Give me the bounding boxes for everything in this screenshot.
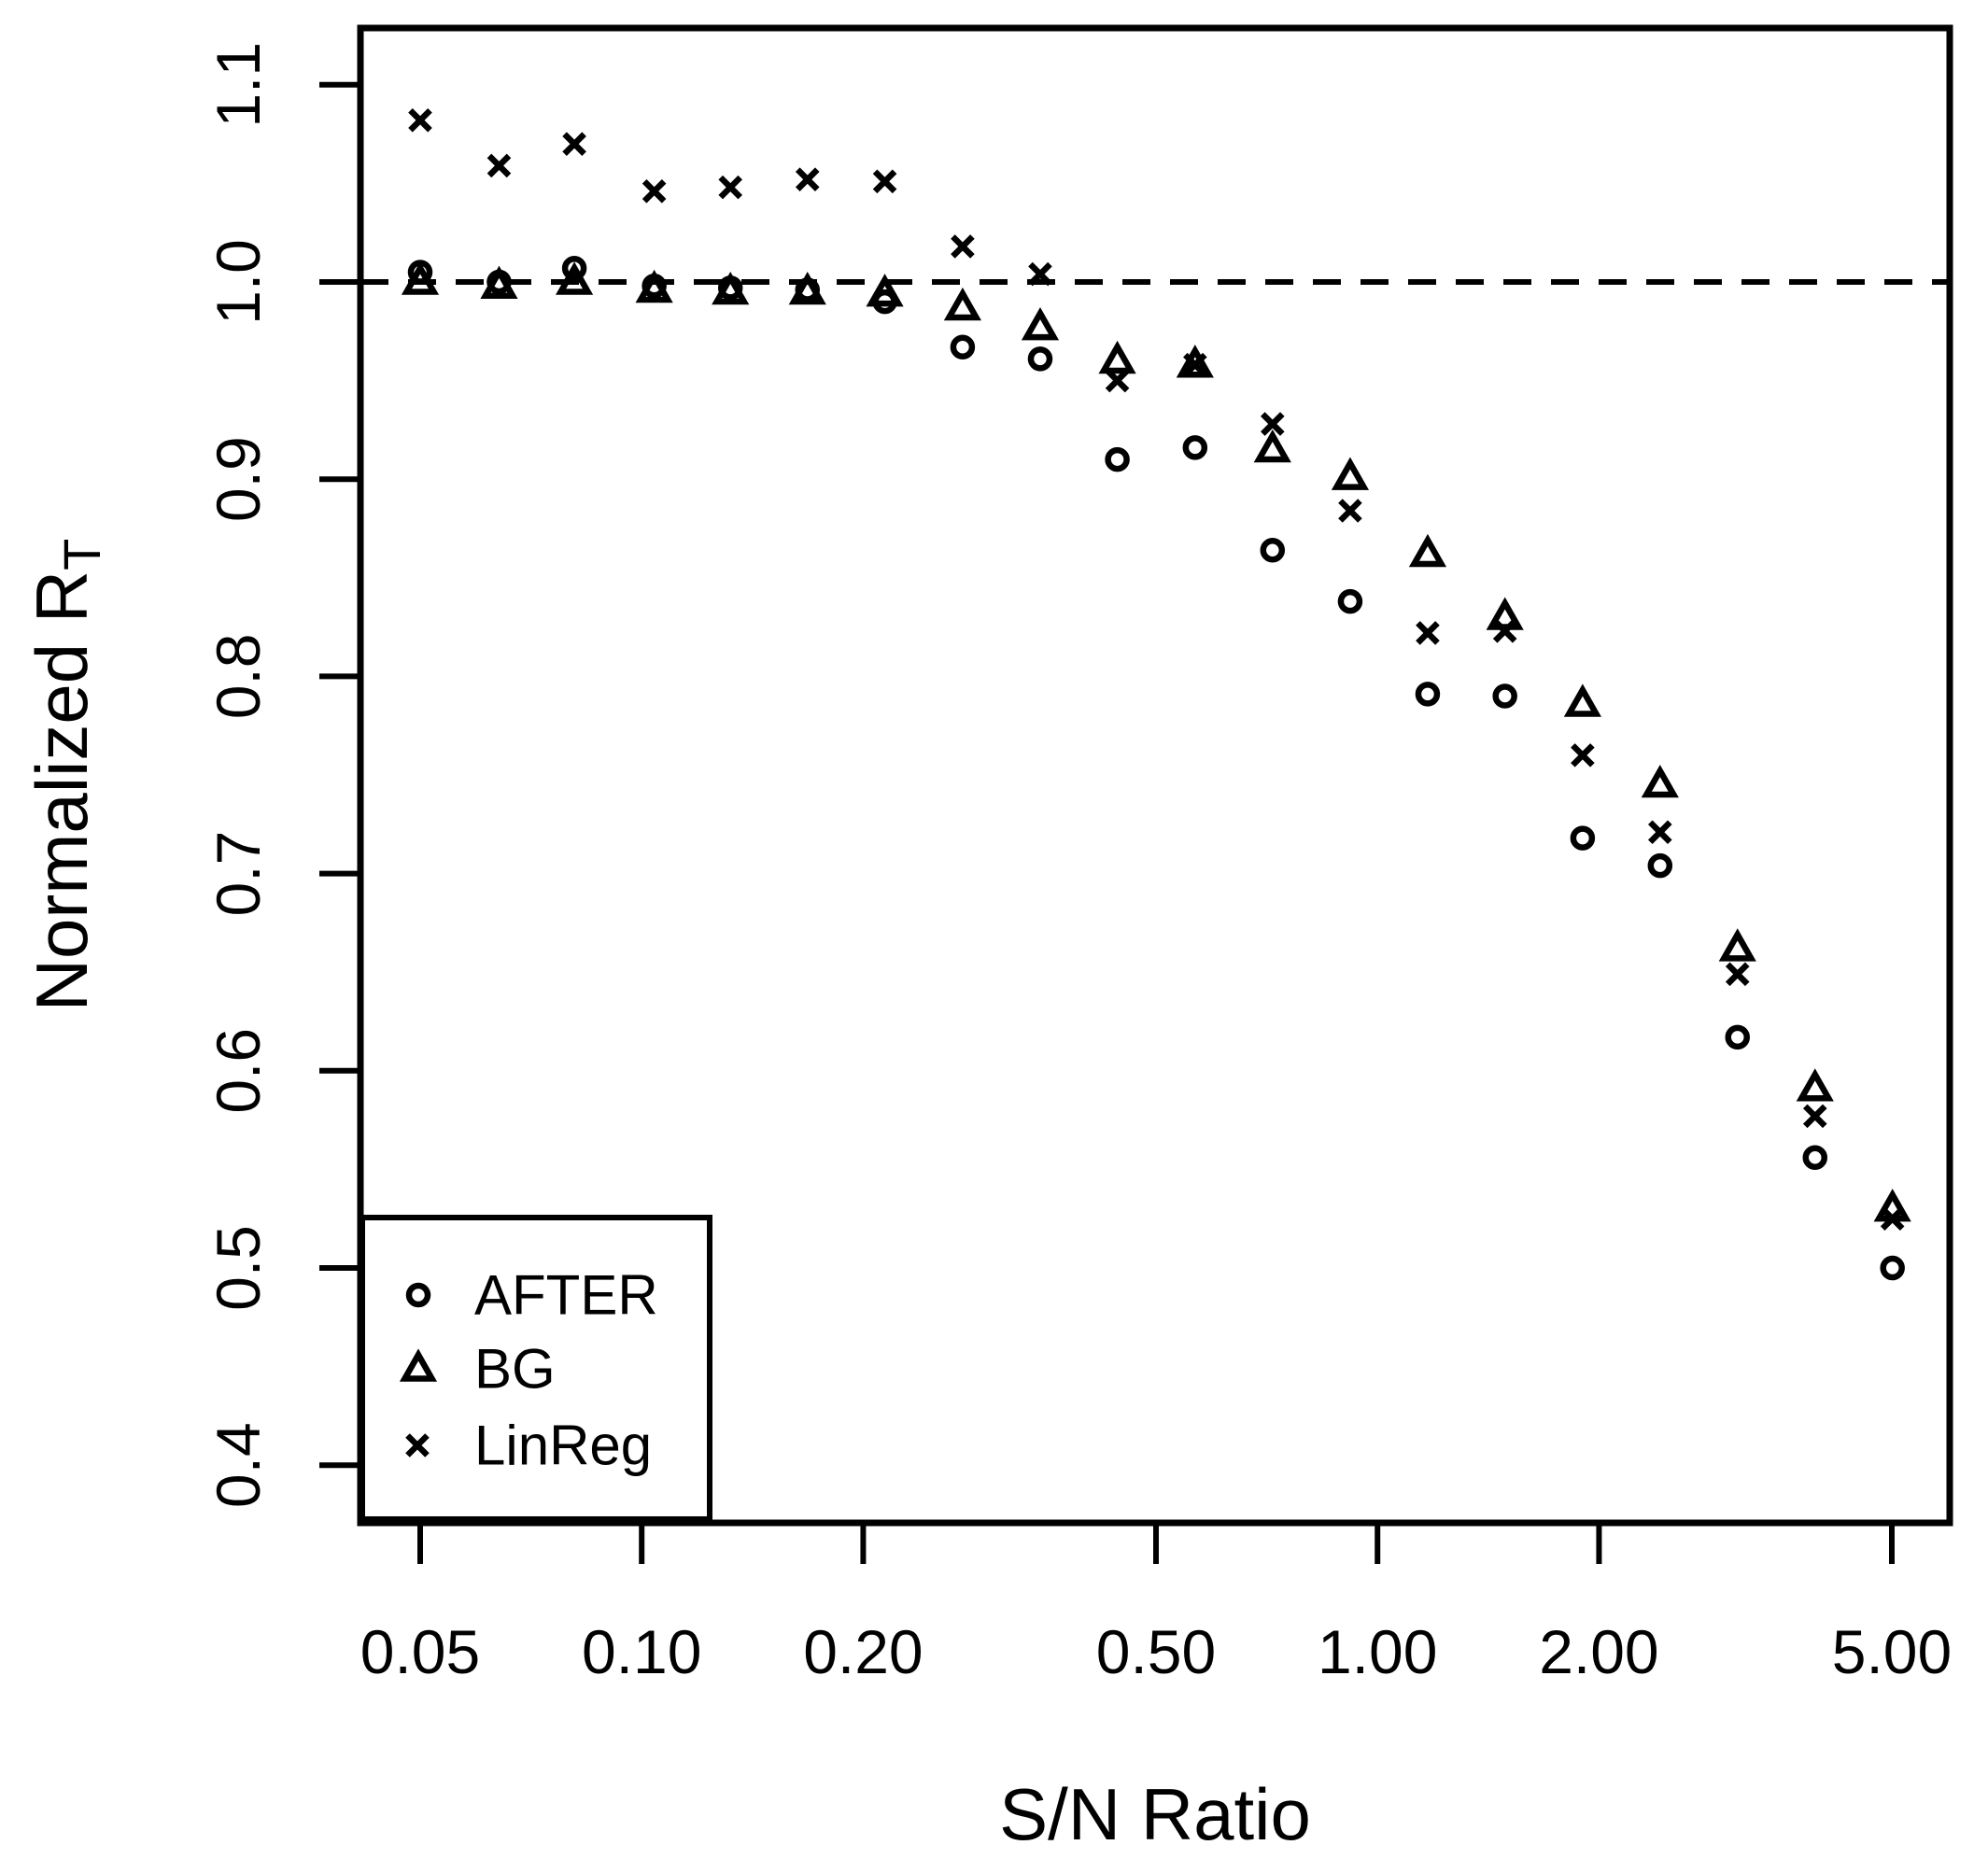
x-tick-label: 0.50 <box>1096 1617 1216 1686</box>
point-bg <box>1408 533 1447 568</box>
y-axis-title-main: Normalized R <box>21 570 103 1011</box>
point-after <box>1260 537 1286 563</box>
y-tick-label: 0.6 <box>204 1028 273 1114</box>
point-bg <box>480 265 518 299</box>
point-after <box>1105 446 1130 472</box>
y-axis-title-subscript: T <box>52 539 111 570</box>
point-linreg <box>951 234 975 259</box>
point-bg <box>1718 928 1756 962</box>
x-tick-label: 0.05 <box>360 1617 480 1686</box>
x-tick-label: 2.00 <box>1539 1617 1658 1686</box>
point-linreg <box>872 169 897 194</box>
x-tick-label: 0.10 <box>582 1617 701 1686</box>
legend-label-after: AFTER <box>474 1264 658 1327</box>
point-bg <box>866 274 904 307</box>
point-bg <box>556 261 594 295</box>
y-tick-label: 1.0 <box>204 239 273 325</box>
point-linreg <box>1338 499 1362 523</box>
x-tick-label: 0.20 <box>803 1617 923 1686</box>
point-bg <box>635 269 673 303</box>
y-tick-label: 1.1 <box>204 42 273 128</box>
point-linreg <box>1105 368 1130 393</box>
y-tick-label: 0.9 <box>204 436 273 522</box>
legend-x-marker-icon <box>405 1433 430 1458</box>
point-linreg <box>1648 820 1672 845</box>
y-tick-label: 0.4 <box>204 1422 273 1508</box>
point-after <box>1647 852 1673 879</box>
point-after <box>1880 1255 1905 1281</box>
point-after <box>1570 825 1596 851</box>
axes-layer: 1.1 1.0 0.9 0.8 0.7 0.6 0.5 0.4 0.05 0.10 0.20 0.50… <box>204 42 1952 1686</box>
point-linreg <box>1260 412 1285 436</box>
y-tick-label: 0.8 <box>204 634 273 720</box>
point-linreg <box>795 167 820 191</box>
point-bg <box>1021 307 1060 341</box>
point-linreg <box>1028 261 1052 287</box>
point-linreg <box>1183 352 1207 377</box>
point-bg <box>1796 1068 1834 1102</box>
legend: AFTER BG LinReg <box>360 1215 712 1522</box>
legend-circle-marker-icon <box>405 1282 431 1308</box>
point-bg <box>1176 345 1214 378</box>
point-bg <box>1253 429 1291 463</box>
x-tick-label: 1.00 <box>1318 1617 1437 1686</box>
point-after <box>1802 1145 1828 1170</box>
legend-label-bg: BG <box>474 1338 556 1401</box>
point-bg <box>1641 764 1679 798</box>
point-bg <box>1563 683 1601 717</box>
point-linreg <box>1416 621 1440 645</box>
point-linreg <box>1880 1206 1905 1231</box>
legend-box <box>360 1215 712 1522</box>
point-bg <box>788 271 826 305</box>
point-after <box>1492 683 1517 709</box>
point-after <box>561 255 587 281</box>
point-after <box>1337 588 1363 614</box>
data-points-layer <box>401 108 1911 1281</box>
point-linreg <box>1802 1104 1827 1129</box>
point-bg <box>1331 457 1370 490</box>
point-linreg <box>718 175 743 200</box>
x-axis-title: S/N Ratio <box>999 1773 1311 1855</box>
point-bg <box>1098 340 1136 374</box>
point-linreg <box>1725 962 1750 987</box>
point-after <box>1415 682 1441 707</box>
y-tick-label: 0.5 <box>204 1225 273 1311</box>
legend-triangle-marker-icon <box>399 1348 438 1382</box>
x-tick-label: 5.00 <box>1832 1617 1952 1686</box>
legend-label-linreg: LinReg <box>474 1415 652 1477</box>
y-tick-label: 0.7 <box>204 831 273 917</box>
point-bg <box>712 271 750 305</box>
y-axis-title: Normalized RT <box>21 539 111 1012</box>
point-after <box>1182 435 1208 460</box>
point-linreg <box>408 108 432 133</box>
point-bg <box>401 261 440 295</box>
point-after <box>950 334 976 359</box>
point-after <box>1027 346 1053 372</box>
point-bg <box>943 287 981 321</box>
point-linreg <box>562 132 586 156</box>
point-linreg <box>1492 619 1517 643</box>
point-linreg <box>642 179 667 204</box>
point-after <box>1725 1024 1750 1050</box>
point-linreg <box>1571 743 1595 768</box>
point-linreg <box>486 153 512 178</box>
